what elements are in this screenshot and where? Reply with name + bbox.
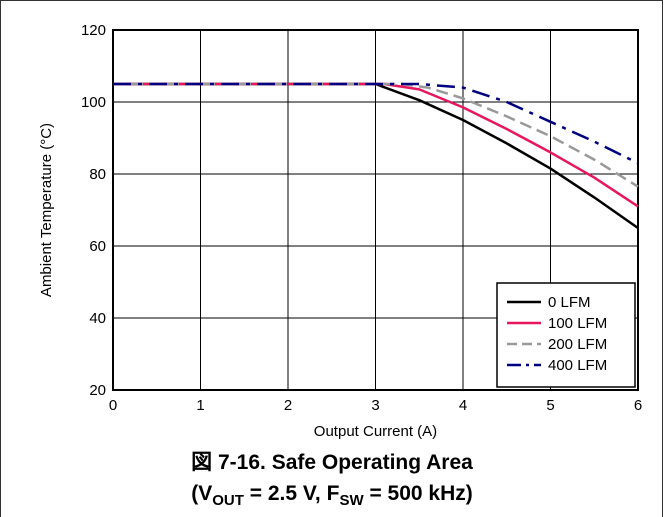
- legend: 0 LFM 100 LFM 200 LFM 400 LFM: [496, 282, 636, 388]
- legend-box: [496, 282, 636, 388]
- x-tick-label: 3: [371, 397, 379, 414]
- x-tick-label: 0: [109, 397, 117, 414]
- y-tick-label: 100: [81, 94, 106, 111]
- caption-conditions: (VOUT = 2.5 V, FSW = 500 kHz): [191, 482, 473, 509]
- legend-label: 200 LFM: [548, 336, 607, 353]
- x-tick-label: 1: [196, 397, 204, 414]
- y-tick-label: 60: [89, 238, 106, 255]
- legend-label: 400 LFM: [548, 357, 607, 374]
- y-tick-label: 80: [89, 166, 106, 183]
- y-tick-label: 40: [89, 310, 106, 327]
- series-line-0-lfm: [113, 82, 639, 230]
- y-axis-title: Ambient Temperature (°C): [38, 123, 55, 297]
- plot-area: [112, 29, 639, 391]
- y-tick-label: 120: [81, 22, 106, 39]
- series-line-400-lfm: [113, 82, 639, 165]
- x-tick-label: 6: [634, 397, 642, 414]
- legend-label: 100 LFM: [548, 315, 607, 332]
- x-tick-label: 4: [459, 397, 467, 414]
- y-tick-label: 20: [89, 382, 106, 399]
- x-tick-label: 5: [546, 397, 554, 414]
- x-axis-title: Output Current (A): [314, 423, 437, 440]
- series-lines: [113, 82, 639, 230]
- caption-title: 図 7-16. Safe Operating Area: [191, 451, 473, 474]
- tick-labels: 0 1 2 3 4 5 6 20 40 60 80 100 120: [81, 22, 642, 414]
- legend-label: 0 LFM: [548, 294, 591, 311]
- x-tick-label: 2: [284, 397, 292, 414]
